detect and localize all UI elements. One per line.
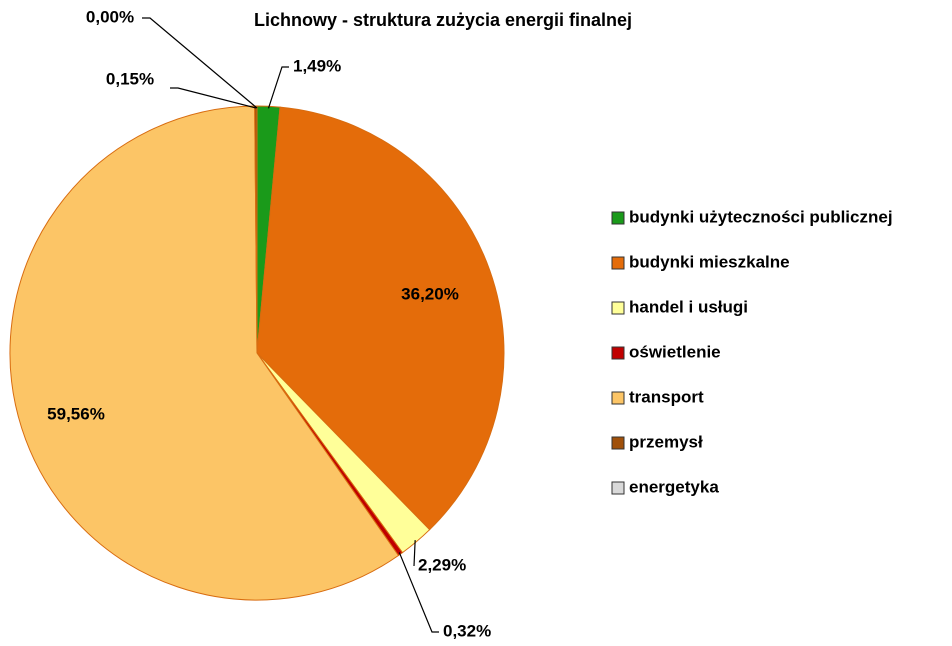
legend-swatch — [611, 436, 625, 450]
leader-line — [170, 87, 256, 109]
data-label: 59,56% — [47, 404, 105, 423]
legend-label: przemysł — [629, 432, 703, 451]
pie-slice — [9, 105, 400, 601]
leader-line — [398, 552, 439, 633]
legend-swatch — [611, 391, 625, 405]
data-label: 1,49% — [293, 56, 341, 75]
legend-swatch — [611, 481, 625, 495]
leader-line — [267, 66, 289, 109]
legend-label: budynki mieszkalne — [629, 252, 790, 271]
legend-label: budynki użyteczności publicznej — [629, 207, 893, 226]
data-label: 0,32% — [443, 621, 491, 640]
leader-line — [142, 17, 258, 109]
data-label: 2,29% — [418, 555, 466, 574]
legend-label: transport — [629, 387, 704, 406]
data-label: 0,15% — [106, 69, 154, 88]
legend-swatch — [611, 256, 625, 270]
chart-title: Lichnowy - struktura zużycia energii fin… — [254, 10, 632, 30]
legend-label: handel i usługi — [629, 297, 748, 316]
data-label: 36,20% — [401, 284, 459, 303]
legend-swatch — [611, 211, 625, 225]
data-label: 0,00% — [86, 7, 134, 26]
legend-label: energetyka — [629, 477, 719, 496]
legend-swatch — [611, 346, 625, 360]
pie-slice — [256, 106, 505, 531]
legend-swatch — [611, 301, 625, 315]
leader-line — [413, 540, 416, 567]
legend-label: oświetlenie — [629, 342, 721, 361]
